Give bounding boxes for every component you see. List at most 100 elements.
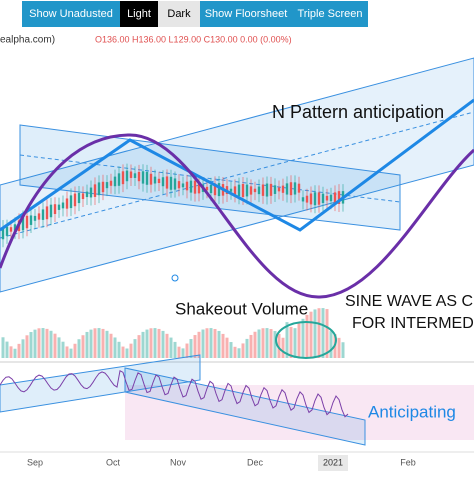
decoration	[97, 182, 101, 196]
decoration	[245, 184, 249, 197]
decoration	[25, 215, 29, 229]
decoration	[49, 204, 53, 218]
decoration	[229, 342, 233, 358]
decoration	[141, 171, 145, 184]
decoration	[117, 173, 121, 186]
decoration	[305, 195, 309, 203]
decoration	[169, 176, 173, 190]
x-label: 2021	[323, 457, 343, 467]
decoration	[233, 186, 237, 195]
decoration	[5, 341, 9, 358]
decoration	[177, 346, 181, 358]
button[interactable]: Show Floorsheet	[205, 8, 288, 20]
decoration	[285, 183, 289, 195]
x-label: Oct	[106, 457, 121, 467]
decoration	[101, 181, 105, 193]
decoration	[213, 183, 217, 196]
button-bg[interactable]	[292, 1, 368, 27]
decoration	[209, 184, 213, 194]
decoration	[21, 217, 25, 231]
decoration	[149, 328, 153, 358]
decoration	[333, 192, 337, 204]
decoration	[165, 333, 169, 358]
decoration	[253, 188, 257, 193]
decoration	[97, 328, 101, 358]
decoration	[209, 328, 213, 358]
decoration	[145, 329, 149, 358]
decoration	[241, 183, 245, 197]
decoration	[205, 328, 209, 358]
button-bg[interactable]	[22, 1, 120, 27]
decoration	[69, 195, 73, 209]
decoration	[33, 329, 37, 358]
decoration	[149, 173, 153, 185]
decoration	[1, 226, 5, 240]
decoration	[45, 328, 49, 358]
decoration	[253, 331, 257, 358]
decoration	[309, 193, 313, 205]
button[interactable]: Show Unadusted	[29, 8, 113, 20]
decoration	[5, 226, 9, 236]
decoration	[249, 334, 253, 358]
button-bg[interactable]	[120, 1, 158, 27]
highlight	[275, 321, 337, 359]
decoration	[153, 176, 157, 184]
decoration	[1, 337, 5, 358]
decoration	[269, 329, 273, 358]
decoration	[237, 184, 241, 197]
decoration	[57, 337, 61, 358]
decoration	[113, 337, 117, 358]
decoration	[157, 328, 161, 358]
decoration	[41, 328, 45, 358]
decoration	[229, 188, 233, 192]
decoration	[141, 331, 145, 358]
decoration	[41, 209, 45, 220]
decoration	[313, 192, 317, 206]
decoration	[265, 328, 269, 358]
decoration	[325, 195, 329, 201]
decoration	[173, 341, 177, 358]
channel	[0, 354, 201, 413]
button[interactable]: Triple Screen	[297, 8, 362, 20]
channel-mid	[19, 154, 401, 203]
decoration	[293, 182, 297, 195]
button-bg[interactable]	[200, 1, 292, 27]
decoration	[125, 348, 129, 358]
source: ealpha.com)	[0, 35, 55, 46]
decoration	[225, 337, 229, 358]
decoration	[325, 309, 329, 358]
decoration	[289, 182, 293, 196]
decoration	[61, 341, 65, 358]
decoration	[181, 348, 185, 358]
decoration	[105, 330, 109, 358]
decoration	[273, 185, 277, 194]
decoration	[85, 331, 89, 358]
decoration	[297, 323, 301, 358]
decoration	[337, 337, 341, 358]
decoration	[109, 333, 113, 358]
annotation: Anticipating	[368, 402, 456, 421]
button-bg[interactable]	[158, 1, 200, 27]
button[interactable]: Dark	[167, 8, 191, 20]
decoration	[161, 330, 165, 358]
decoration	[49, 330, 53, 358]
decoration	[281, 337, 285, 358]
decoration	[317, 192, 321, 205]
decoration	[101, 328, 105, 358]
x-label: Feb	[400, 457, 416, 467]
decoration	[285, 322, 289, 358]
decoration	[337, 191, 341, 204]
decoration	[217, 330, 221, 358]
annotation: FOR INTERMED	[352, 315, 474, 332]
decoration	[77, 192, 81, 204]
decoration	[53, 333, 57, 358]
decoration	[261, 184, 265, 196]
decoration	[193, 335, 197, 358]
decoration	[233, 346, 237, 358]
x-label: Dec	[247, 457, 264, 467]
decoration	[9, 346, 13, 358]
button[interactable]: Light	[127, 8, 151, 20]
decoration	[321, 308, 325, 358]
annotation: Shakeout Volume	[175, 299, 308, 318]
decoration	[21, 339, 25, 358]
